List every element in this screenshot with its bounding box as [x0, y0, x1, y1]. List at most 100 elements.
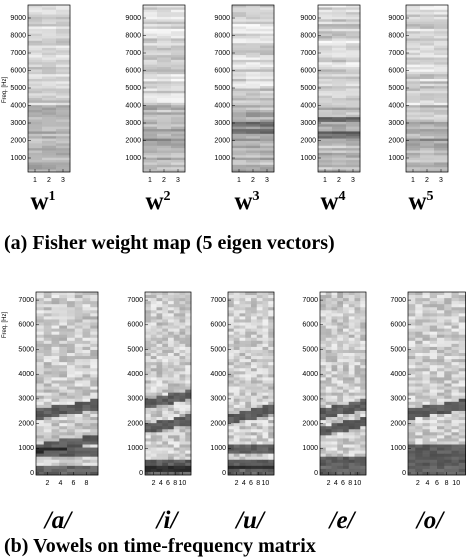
texture-cell — [260, 158, 274, 161]
texture-cell — [83, 316, 91, 319]
texture-cell — [157, 463, 163, 466]
texture-cell — [337, 393, 343, 396]
texture-cell — [157, 310, 163, 313]
texture-cell — [28, 38, 42, 41]
texture-cell — [180, 292, 186, 295]
texture-cell — [234, 323, 240, 326]
texture-cell — [28, 15, 42, 18]
texture-cell — [434, 165, 448, 168]
y-tick-label: 7000 — [127, 297, 143, 304]
texture-cell — [59, 329, 67, 332]
texture-cell — [67, 295, 75, 298]
texture-cell — [459, 326, 466, 329]
texture-cell — [151, 295, 157, 298]
texture-cell — [28, 62, 42, 65]
texture-cell — [162, 356, 168, 359]
texture-cell — [145, 441, 151, 444]
texture-cell — [228, 292, 234, 295]
texture-cell — [157, 89, 171, 92]
texture-cell — [337, 457, 343, 460]
texture-cell — [337, 380, 343, 383]
texture-cell — [349, 353, 355, 356]
texture-cell — [59, 438, 67, 441]
texture-cell — [157, 131, 171, 134]
texture-cell — [263, 429, 269, 432]
texture-cell — [355, 316, 361, 319]
texture-cell — [245, 402, 251, 405]
texture-cell — [59, 326, 67, 329]
texture-cell — [90, 384, 98, 387]
texture-cell — [337, 445, 343, 448]
texture-cell — [75, 359, 83, 362]
texture-cell — [59, 307, 67, 310]
texture-cell — [174, 432, 180, 435]
texture-cell — [332, 454, 338, 457]
texture-cell — [157, 19, 171, 22]
texture-cell — [268, 295, 274, 298]
texture-cell — [232, 24, 246, 27]
texture-cell — [185, 301, 191, 304]
texture-cell — [143, 155, 157, 158]
texture-cell — [42, 24, 56, 27]
texture-cell — [83, 341, 91, 344]
texture-cell — [337, 384, 343, 387]
texture-cell — [185, 399, 191, 402]
texture-cell — [332, 295, 338, 298]
texture-cell — [157, 41, 171, 44]
texture-cell — [437, 463, 445, 466]
texture-cell — [251, 393, 257, 396]
texture-cell — [157, 460, 163, 463]
texture-cell — [406, 151, 420, 154]
texture-cell — [326, 390, 332, 393]
texture-cell — [168, 298, 174, 301]
texture-cell — [423, 326, 431, 329]
texture-cell — [240, 341, 246, 344]
texture-cell — [180, 469, 186, 472]
texture-cell — [360, 423, 366, 426]
texture-cell — [245, 435, 251, 438]
texture-cell — [185, 329, 191, 332]
texture-cell — [332, 43, 346, 46]
y-tick-label: 5000 — [390, 346, 406, 353]
texture-cell — [52, 432, 60, 435]
texture-cell — [90, 423, 98, 426]
texture-cell — [360, 347, 366, 350]
texture-cell — [28, 100, 42, 103]
texture-cell — [337, 344, 343, 347]
texture-cell — [180, 338, 186, 341]
texture-cell — [232, 43, 246, 46]
texture-cell — [145, 295, 151, 298]
texture-cell — [232, 84, 246, 87]
texture-cell — [52, 344, 60, 347]
texture-cell — [56, 38, 70, 41]
texture-cell — [260, 53, 274, 56]
texture-cell — [251, 405, 257, 408]
texture-cell — [232, 162, 246, 165]
texture-cell — [444, 347, 452, 350]
texture-cell — [406, 93, 420, 96]
texture-cell — [260, 81, 274, 84]
texture-cell — [52, 408, 60, 411]
texture-cell — [157, 67, 171, 70]
texture-cell — [245, 432, 251, 435]
y-tick-label: 3000 — [18, 396, 34, 403]
texture-cell — [56, 22, 70, 25]
texture-cell — [437, 313, 445, 316]
texture-cell — [90, 356, 98, 359]
texture-cell — [349, 457, 355, 460]
texture-cell — [75, 329, 83, 332]
texture-cell — [44, 368, 52, 371]
texture-cell — [260, 15, 274, 18]
texture-cell — [268, 441, 274, 444]
texture-cell — [234, 414, 240, 417]
texture-cell — [360, 390, 366, 393]
texture-cell — [56, 53, 70, 56]
texture-cell — [268, 423, 274, 426]
texture-cell — [52, 469, 60, 472]
texture-cell — [318, 24, 332, 27]
texture-cell — [52, 371, 60, 374]
texture-cell — [143, 103, 157, 106]
texture-cell — [228, 323, 234, 326]
texture-cell — [263, 362, 269, 365]
texture-cell — [406, 50, 420, 53]
